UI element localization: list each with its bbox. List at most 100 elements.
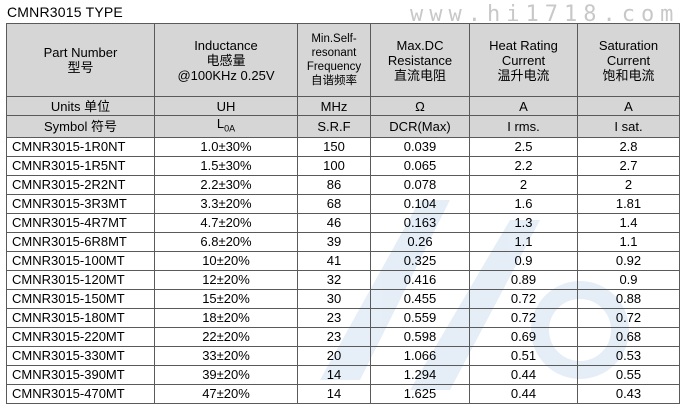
srf-cell: 150 bbox=[297, 136, 371, 157]
srf-cell: 14 bbox=[297, 364, 371, 385]
srf-cell: 14 bbox=[297, 383, 371, 404]
header-sat: Saturation Current 饱和电流 bbox=[577, 23, 680, 97]
dcr-cell: 1.625 bbox=[370, 383, 470, 404]
srf-cell: 86 bbox=[297, 174, 371, 195]
header-srf-line1: Min.Self- bbox=[311, 33, 357, 45]
table-row: CMNR3015-150MT 15±20% 30 0.455 0.72 0.88 bbox=[6, 288, 680, 309]
sat-current-cell: 0.72 bbox=[577, 307, 680, 328]
dcr-cell: 0.416 bbox=[370, 269, 470, 290]
dcr-cell: 0.598 bbox=[370, 326, 470, 347]
part-number-cell: CMNR3015-120MT bbox=[6, 269, 155, 290]
header-heat-line2: Current bbox=[501, 52, 546, 68]
units-inductance: UH bbox=[154, 96, 298, 116]
header-part-number: Part Number 型号 bbox=[6, 23, 155, 97]
inductance-cell: 3.3±20% bbox=[154, 193, 298, 214]
srf-cell: 23 bbox=[297, 307, 371, 328]
part-number-cell: CMNR3015-1R5NT bbox=[6, 155, 155, 176]
header-srf-line2: resonant bbox=[311, 47, 357, 59]
header-sat-line1: Saturation bbox=[598, 37, 659, 53]
symbols-dcr: DCR(Max) bbox=[370, 115, 470, 138]
table-row: CMNR3015-470MT 47±20% 14 1.625 0.44 0.43 bbox=[6, 383, 680, 404]
inductance-cell: 4.7±20% bbox=[154, 212, 298, 233]
table-row: CMNR3015-1R5NT 1.5±30% 100 0.065 2.2 2.7 bbox=[6, 155, 680, 176]
units-row: Units 单位 UH MHz Ω A A bbox=[6, 96, 680, 116]
heat-current-cell: 1.3 bbox=[469, 212, 578, 233]
inductance-cell: 6.8±20% bbox=[154, 231, 298, 252]
table-row: CMNR3015-180MT 18±20% 23 0.559 0.72 0.72 bbox=[6, 307, 680, 328]
dcr-cell: 0.163 bbox=[370, 212, 470, 233]
header-sat-line2: Current bbox=[606, 52, 651, 68]
header-row: Part Number 型号 Inductance 电感量 @100KHz 0.… bbox=[6, 23, 680, 97]
sat-current-cell: 2.7 bbox=[577, 155, 680, 176]
srf-cell: 20 bbox=[297, 345, 371, 366]
header-inductance: Inductance 电感量 @100KHz 0.25V bbox=[154, 23, 298, 97]
heat-current-cell: 0.89 bbox=[469, 269, 578, 290]
heat-current-cell: 0.44 bbox=[469, 383, 578, 404]
symbols-heat: I rms. bbox=[469, 115, 578, 138]
units-heat: A bbox=[469, 96, 578, 116]
header-dcr: Max.DC Resistance 直流电阻 bbox=[370, 23, 470, 97]
heat-current-cell: 0.72 bbox=[469, 288, 578, 309]
sat-current-cell: 0.53 bbox=[577, 345, 680, 366]
units-dcr: Ω bbox=[370, 96, 470, 116]
srf-cell: 23 bbox=[297, 326, 371, 347]
srf-cell: 39 bbox=[297, 231, 371, 252]
part-number-cell: CMNR3015-4R7MT bbox=[6, 212, 155, 233]
symbols-inductance-sub: 0A bbox=[224, 123, 236, 134]
header-srf-line3: Frequency bbox=[306, 61, 362, 73]
header-part-number-en: Part Number bbox=[43, 45, 118, 60]
inductance-cell: 18±20% bbox=[154, 307, 298, 328]
heat-current-cell: 0.51 bbox=[469, 345, 578, 366]
part-number-cell: CMNR3015-390MT bbox=[6, 364, 155, 385]
heat-current-cell: 2.5 bbox=[469, 136, 578, 157]
table-row: CMNR3015-220MT 22±20% 23 0.598 0.69 0.68 bbox=[6, 326, 680, 347]
srf-cell: 100 bbox=[297, 155, 371, 176]
units-label: Units 单位 bbox=[6, 96, 155, 116]
inductance-cell: 12±20% bbox=[154, 269, 298, 290]
dcr-cell: 0.104 bbox=[370, 193, 470, 214]
srf-cell: 46 bbox=[297, 212, 371, 233]
heat-current-cell: 0.9 bbox=[469, 250, 578, 271]
sat-current-cell: 0.9 bbox=[577, 269, 680, 290]
heat-current-cell: 0.44 bbox=[469, 364, 578, 385]
srf-cell: 68 bbox=[297, 193, 371, 214]
table-row: CMNR3015-120MT 12±20% 32 0.416 0.89 0.9 bbox=[6, 269, 680, 290]
table-row: CMNR3015-2R2NT 2.2±30% 86 0.078 2 2 bbox=[6, 174, 680, 195]
header-dcr-line1: Max.DC bbox=[396, 37, 444, 53]
part-number-cell: CMNR3015-3R3MT bbox=[6, 193, 155, 214]
part-number-cell: CMNR3015-180MT bbox=[6, 307, 155, 328]
heat-current-cell: 0.69 bbox=[469, 326, 578, 347]
dcr-cell: 0.325 bbox=[370, 250, 470, 271]
part-number-cell: CMNR3015-470MT bbox=[6, 383, 155, 404]
part-number-cell: CMNR3015-150MT bbox=[6, 288, 155, 309]
inductance-cell: 15±20% bbox=[154, 288, 298, 309]
symbols-srf: S.R.F bbox=[297, 115, 371, 138]
srf-cell: 32 bbox=[297, 269, 371, 290]
part-number-cell: CMNR3015-330MT bbox=[6, 345, 155, 366]
header-inductance-condition: @100KHz 0.25V bbox=[177, 67, 275, 83]
table-row: CMNR3015-1R0NT 1.0±30% 150 0.039 2.5 2.8 bbox=[6, 136, 680, 157]
header-sat-cn: 饱和电流 bbox=[602, 67, 655, 83]
inductance-cell: 10±20% bbox=[154, 250, 298, 271]
header-srf: Min.Self- resonant Frequency 自谐频率 bbox=[297, 23, 371, 97]
header-dcr-line2: Resistance bbox=[387, 52, 453, 68]
symbols-inductance-main: L bbox=[216, 116, 225, 131]
table-row: CMNR3015-390MT 39±20% 14 1.294 0.44 0.55 bbox=[6, 364, 680, 385]
heat-current-cell: 2.2 bbox=[469, 155, 578, 176]
inductance-cell: 33±20% bbox=[154, 345, 298, 366]
header-inductance-en: Inductance bbox=[194, 37, 258, 53]
part-number-cell: CMNR3015-2R2NT bbox=[6, 174, 155, 195]
table-row: CMNR3015-4R7MT 4.7±20% 46 0.163 1.3 1.4 bbox=[6, 212, 680, 233]
srf-cell: 30 bbox=[297, 288, 371, 309]
table-row: CMNR3015-3R3MT 3.3±20% 68 0.104 1.6 1.81 bbox=[6, 193, 680, 214]
sat-current-cell: 1.1 bbox=[577, 231, 680, 252]
header-heat: Heat Rating Current 温升电流 bbox=[469, 23, 578, 97]
header-heat-cn: 温升电流 bbox=[497, 67, 550, 83]
units-srf: MHz bbox=[297, 96, 371, 116]
table-row: CMNR3015-330MT 33±20% 20 1.066 0.51 0.53 bbox=[6, 345, 680, 366]
data-rows: CMNR3015-1R0NT 1.0±30% 150 0.039 2.5 2.8 CMNR3… bbox=[6, 136, 680, 404]
table-row: CMNR3015-6R8MT 6.8±20% 39 0.26 1.1 1.1 bbox=[6, 231, 680, 252]
sat-current-cell: 0.92 bbox=[577, 250, 680, 271]
header-part-number-cn: 型号 bbox=[67, 60, 94, 75]
heat-current-cell: 2 bbox=[469, 174, 578, 195]
